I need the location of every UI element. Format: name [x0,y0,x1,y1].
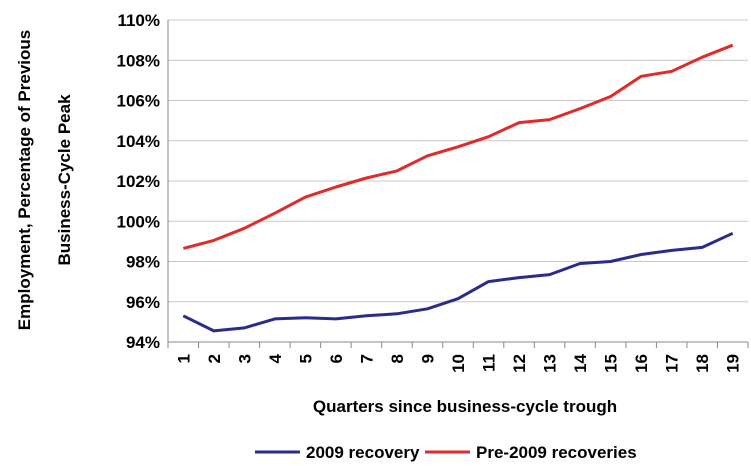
x-tick-label: 5 [296,354,315,363]
x-tick-label: 15 [602,354,621,373]
x-tick-label: 8 [388,354,407,363]
y-axis-label-line-2: Business-Cycle Peak [55,94,74,266]
y-tick-label: 100% [117,212,160,231]
series-line-pre-2009-recoveries [182,43,734,250]
x-tick-label: 16 [632,354,651,373]
x-tick-label: 10 [449,354,468,373]
y-tick-label: 102% [117,172,160,191]
legend-label-2009-recovery: 2009 recovery [306,443,420,462]
x-tick-label: 19 [724,354,743,373]
y-axis-label-line-1: Employment, Percentage of Previous [15,30,34,330]
x-tick-label: 11 [480,354,499,372]
x-tick-label: 1 [174,354,193,363]
series-lines [182,43,734,333]
y-tick-label: 110% [117,11,160,30]
axes [167,20,749,348]
y-tick-label: 98% [126,253,160,272]
legend: 2009 recovery Pre-2009 recoveries [255,443,637,462]
y-tick-label: 108% [117,51,160,70]
x-tick-label: 14 [571,353,590,372]
x-tick-label: 17 [663,354,682,373]
x-tick-label: 13 [541,354,560,373]
legend-label-pre-2009-recoveries: Pre-2009 recoveries [476,443,637,462]
x-tick-label: 4 [266,353,285,363]
y-tick-label: 94% [126,333,160,352]
x-tick-label: 3 [235,354,254,363]
x-tick-label: 18 [693,354,712,373]
x-tick-labels: 1 2 3 4 5 6 7 8 9 10 11 12 13 14 15 16 17 18 19 [174,353,742,372]
x-tick-label: 6 [327,354,346,363]
gridlines [168,19,748,303]
x-tick-label: 9 [418,354,437,363]
y-tick-labels: 94% 96% 98% 100% 102% 104% 106% 108% 110% [117,11,160,352]
y-tick-label: 104% [117,132,160,151]
x-tick-label: 2 [205,354,224,363]
x-axis-label: Quarters since business-cycle trough [313,397,617,416]
y-tick-label: 96% [126,293,160,312]
x-tick-label: 7 [357,354,376,363]
y-tick-label: 106% [117,92,160,111]
x-tick-label: 12 [510,354,529,373]
series-line-2009-recovery [182,231,734,333]
